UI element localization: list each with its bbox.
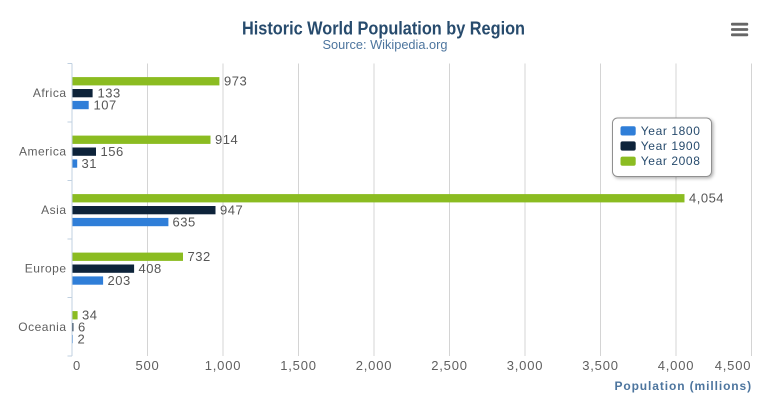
svg-text:Oceania: Oceania: [18, 320, 66, 334]
svg-text:America: America: [19, 144, 67, 158]
svg-text:Year 2008: Year 2008: [641, 154, 701, 168]
svg-text:156: 156: [101, 144, 124, 159]
svg-text:133: 133: [98, 85, 121, 100]
svg-text:Population (millions): Population (millions): [614, 379, 752, 393]
svg-text:Europe: Europe: [25, 261, 67, 275]
svg-text:34: 34: [82, 308, 97, 323]
svg-text:2,500: 2,500: [431, 358, 468, 373]
svg-text:947: 947: [220, 202, 243, 217]
svg-text:6: 6: [78, 319, 86, 334]
svg-text:500: 500: [135, 358, 159, 373]
svg-text:3,000: 3,000: [507, 358, 544, 373]
svg-text:Year 1900: Year 1900: [641, 139, 701, 153]
svg-text:635: 635: [173, 214, 196, 229]
svg-text:2: 2: [78, 331, 86, 346]
svg-text:4,000: 4,000: [658, 358, 695, 373]
svg-text:Asia: Asia: [41, 203, 66, 217]
svg-text:Year 1800: Year 1800: [641, 124, 701, 138]
svg-text:973: 973: [224, 74, 247, 89]
svg-text:3,500: 3,500: [582, 358, 619, 373]
svg-text:0: 0: [73, 358, 81, 373]
svg-text:914: 914: [215, 132, 238, 147]
svg-text:31: 31: [82, 156, 97, 171]
svg-text:Historic World Population by R: Historic World Population by Region: [242, 19, 525, 39]
svg-text:Source: Wikipedia.org: Source: Wikipedia.org: [323, 37, 448, 52]
svg-text:4,500: 4,500: [715, 358, 752, 373]
svg-text:4,054: 4,054: [689, 191, 724, 206]
svg-text:107: 107: [94, 97, 117, 112]
svg-text:Africa: Africa: [33, 86, 67, 100]
svg-text:732: 732: [188, 249, 211, 264]
svg-text:1,000: 1,000: [205, 358, 242, 373]
svg-text:408: 408: [139, 261, 162, 276]
svg-text:1,500: 1,500: [280, 358, 317, 373]
svg-text:2,000: 2,000: [356, 358, 393, 373]
svg-text:203: 203: [108, 273, 131, 288]
